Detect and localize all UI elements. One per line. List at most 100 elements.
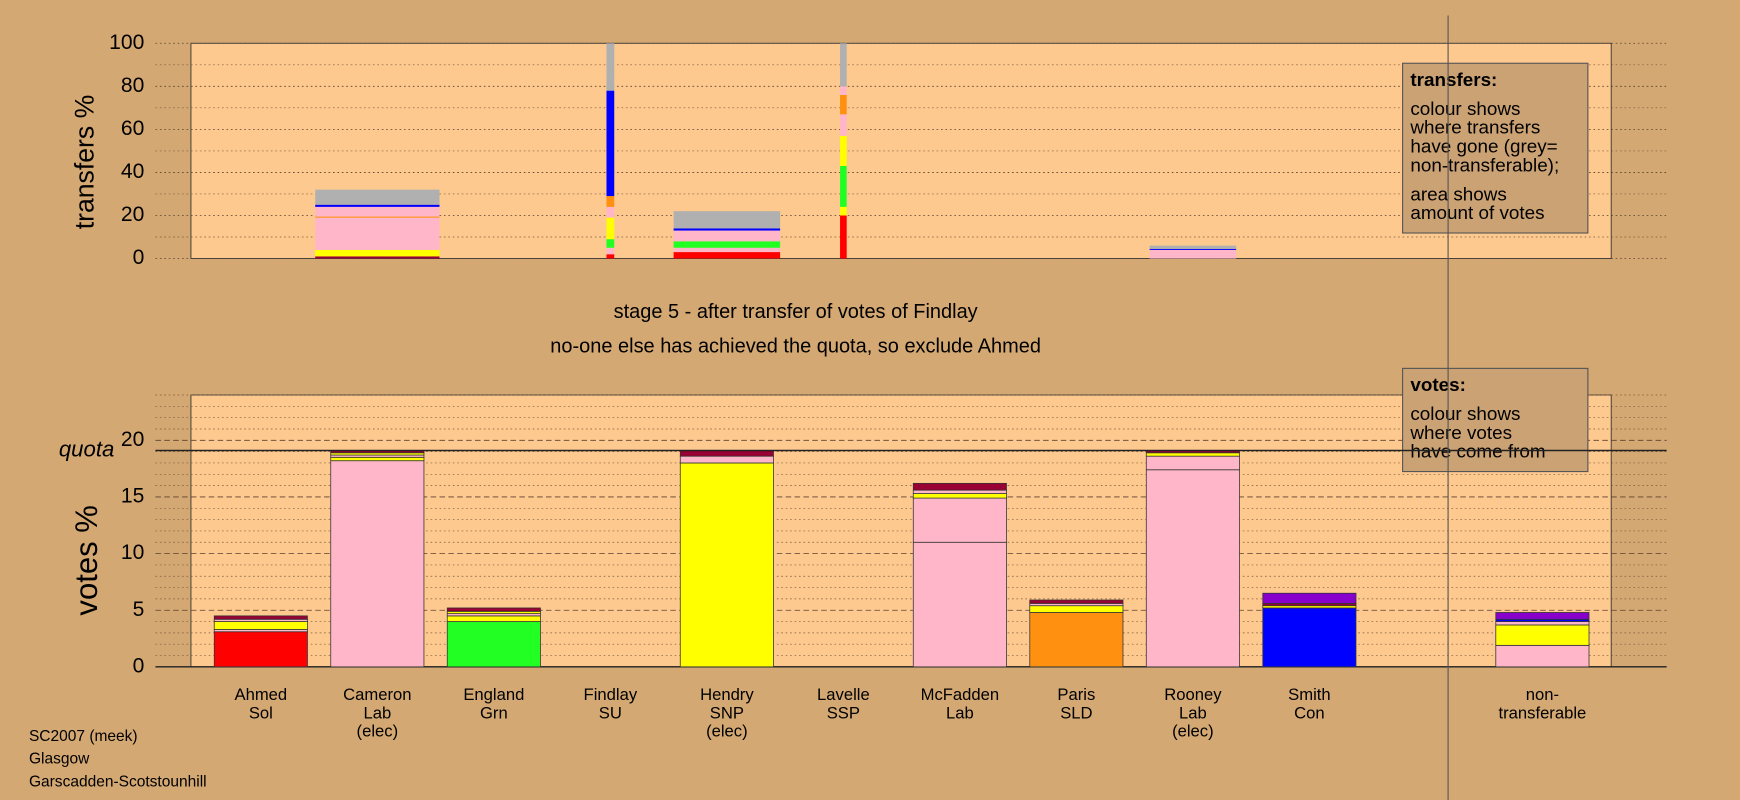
y-tick-label: 5: [133, 598, 145, 621]
bar-segment: [213, 631, 308, 668]
y-axis-label: votes %: [69, 505, 104, 615]
bar-segment: [606, 217, 615, 240]
x-tick-label: (elec): [706, 722, 748, 741]
bar-segment: [606, 247, 615, 255]
bar-segment: [912, 541, 1007, 668]
bar-segment: [315, 256, 440, 259]
bar-segment: [1262, 607, 1357, 668]
legend-text: colour shows: [1410, 403, 1520, 424]
y-tick-label: 60: [121, 117, 144, 140]
bar-segment: [679, 450, 774, 457]
bar-segment: [1495, 621, 1590, 626]
bar-segment: [679, 462, 774, 668]
bar-segment: [606, 239, 615, 248]
bar-segment: [673, 252, 781, 259]
bar-segment: [1145, 455, 1240, 471]
x-tick-label: transferable: [1499, 703, 1587, 722]
footer-text: Glasgow: [29, 751, 90, 768]
x-tick-label: Lab: [1179, 703, 1207, 722]
x-tick-label: Con: [1294, 703, 1325, 722]
y-axis-label: transfers %: [70, 95, 100, 230]
bar-segment: [1495, 612, 1590, 620]
x-tick-label: McFadden: [921, 685, 1000, 704]
bar-segment: [840, 135, 847, 166]
bar-segment: [330, 456, 425, 462]
legend-text: where votes: [1409, 422, 1512, 443]
bar-segment: [679, 455, 774, 464]
bar-segment: [673, 228, 781, 231]
y-tick-label: 10: [121, 541, 144, 564]
bar-segment: [840, 215, 847, 259]
bar-segment: [315, 249, 440, 257]
y-tick-label: 0: [133, 246, 145, 269]
legend-box: [1402, 62, 1589, 234]
bar-segment: [840, 114, 847, 136]
legend-text: where transfers: [1409, 117, 1540, 138]
y-tick-label: 15: [121, 485, 144, 508]
legend-text: amount of votes: [1410, 202, 1544, 223]
bar-segment: [912, 489, 1007, 494]
bar-segment: [1149, 248, 1237, 250]
legend-text: colour shows: [1410, 98, 1520, 119]
bar-segment: [1029, 612, 1124, 668]
x-tick-label: (elec): [1172, 722, 1214, 741]
bar-segment: [315, 217, 440, 250]
bar-segment: [606, 254, 615, 259]
x-tick-label: SLD: [1060, 703, 1092, 722]
legend-box: [1402, 367, 1589, 473]
bar-segment: [840, 165, 847, 207]
x-tick-label: non-: [1526, 685, 1559, 704]
bar-segment: [315, 189, 440, 205]
bar-segment: [446, 621, 541, 668]
bar-segment: [840, 86, 847, 95]
footer-text: SC2007 (meek): [29, 728, 138, 745]
chart-layer: stage 5 - after transfer of votes of Fin…: [29, 15, 1667, 800]
bar-segment: [1145, 469, 1240, 668]
y-tick-label: 20: [121, 428, 144, 451]
bar-segment: [673, 247, 781, 253]
x-tick-label: (elec): [357, 722, 399, 741]
x-tick-label: Rooney: [1164, 685, 1222, 704]
bar-segment: [912, 482, 1007, 491]
bar-segment: [315, 216, 440, 218]
x-tick-label: Lavelle: [817, 685, 870, 704]
legend-text: area shows: [1410, 183, 1506, 204]
y-tick-label: 80: [121, 74, 144, 97]
bar-segment: [1149, 245, 1237, 249]
bar-segment: [1149, 249, 1237, 259]
x-tick-label: Smith: [1288, 685, 1331, 704]
bar-segment: [912, 497, 1007, 543]
bar-segment: [446, 607, 541, 612]
bar-segment: [1495, 644, 1590, 668]
bar-segment: [840, 206, 847, 216]
y-tick-label: 40: [121, 160, 144, 183]
bar-segment: [1495, 624, 1590, 646]
bar-segment: [840, 43, 847, 87]
bar-segment: [606, 196, 615, 207]
bar-segment: [213, 615, 308, 620]
x-tick-label: Findlay: [584, 685, 638, 704]
bar-segment: [315, 204, 440, 207]
x-tick-label: Paris: [1057, 685, 1095, 704]
legend-text: non-transferable);: [1410, 154, 1559, 175]
y-tick-label: 0: [133, 654, 145, 677]
bar-segment: [606, 90, 615, 197]
bar-segment: [315, 206, 440, 217]
x-tick-label: Lab: [946, 703, 974, 722]
bar-segment: [1029, 599, 1124, 604]
x-tick-label: SNP: [710, 703, 744, 722]
x-tick-label: SU: [599, 703, 622, 722]
bar-segment: [673, 230, 781, 242]
bar-segment: [673, 241, 781, 248]
bar-segment: [840, 94, 847, 115]
bar-segment: [1145, 452, 1240, 457]
x-tick-label: Cameron: [343, 685, 411, 704]
legend-title: votes:: [1410, 374, 1466, 395]
bar-segment: [606, 206, 615, 218]
bar-segment: [330, 460, 425, 668]
footer-text: Garscadden-Scotstounhill: [29, 773, 207, 790]
bar-segment: [606, 43, 615, 91]
x-tick-label: Hendry: [700, 685, 754, 704]
legend-title: transfers:: [1410, 69, 1497, 90]
y-tick-label: 100: [109, 31, 144, 54]
